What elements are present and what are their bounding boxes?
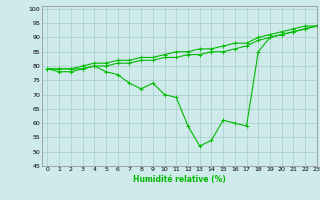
X-axis label: Humidité relative (%): Humidité relative (%) <box>133 175 226 184</box>
